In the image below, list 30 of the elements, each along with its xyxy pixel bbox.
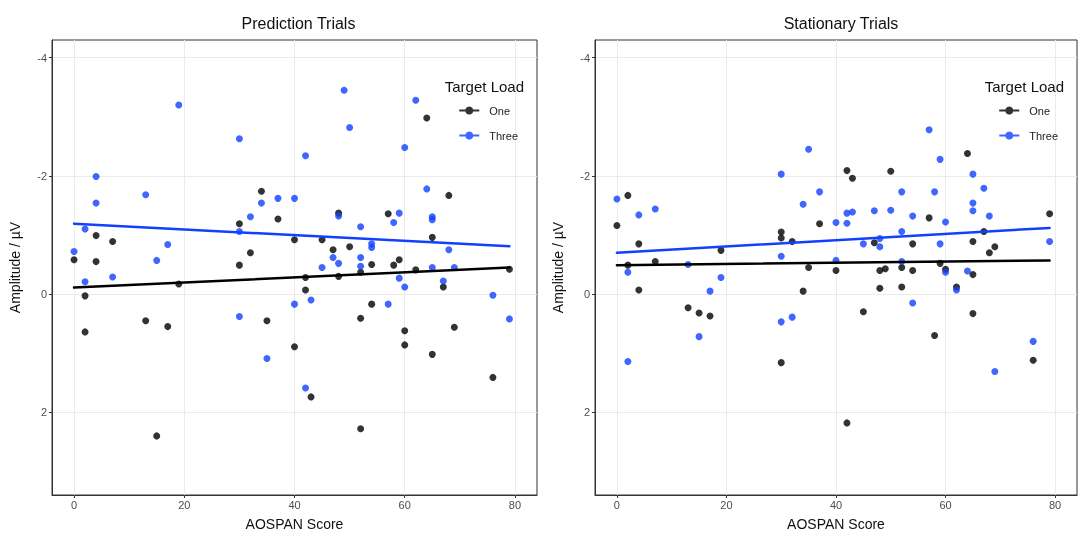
y-tick-label: -4	[580, 51, 590, 64]
legend-label: One	[489, 104, 511, 117]
legend-title: Target Load	[984, 78, 1065, 95]
y-tick-label: -2	[580, 169, 590, 182]
legend-title: Target Load	[444, 78, 525, 95]
x-axis-title: AOSPAN Score	[245, 516, 344, 532]
y-axis-title: Amplitude / µV	[550, 221, 566, 314]
x-tick-label: 20	[720, 498, 733, 511]
legend-label: One	[1029, 104, 1051, 117]
x-tick-label: 0	[613, 498, 620, 511]
y-tick-label: 2	[583, 406, 590, 419]
chart-title: Prediction Trials	[241, 14, 356, 32]
x-tick-label: 80	[1048, 498, 1062, 511]
y-axis-title: Amplitude / µV	[7, 221, 23, 314]
y-tick-label: 0	[40, 288, 47, 301]
y-tick-label: -2	[37, 169, 47, 182]
chart-title: Stationary Trials	[783, 14, 899, 32]
legend-label: Three	[1029, 129, 1059, 142]
x-tick-label: 60	[398, 498, 411, 511]
x-tick-label: 0	[70, 498, 78, 511]
x-tick-label: 40	[288, 498, 301, 511]
y-tick-label: -4	[37, 51, 47, 64]
x-tick-label: 40	[829, 498, 843, 511]
x-tick-label: 80	[508, 498, 522, 511]
x-tick-label: 20	[178, 498, 191, 511]
y-tick-label: 2	[40, 406, 47, 419]
x-tick-label: 60	[939, 498, 952, 511]
legend-label: Three	[489, 129, 519, 142]
x-axis-title: AOSPAN Score	[787, 516, 886, 532]
y-tick-label: 0	[583, 288, 590, 301]
